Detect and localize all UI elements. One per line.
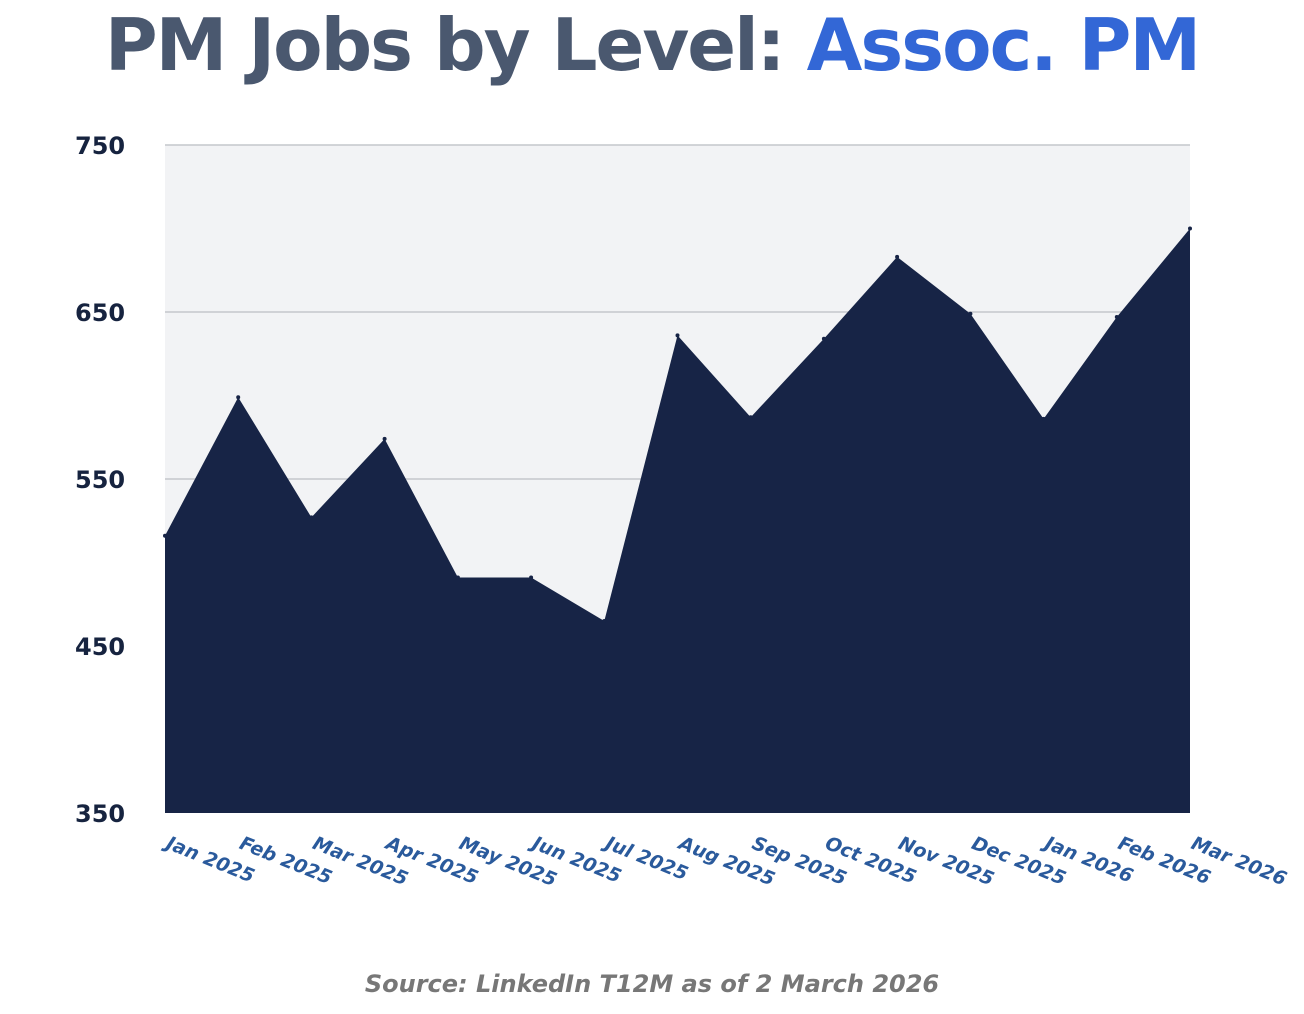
y-tick-label: 350: [75, 800, 125, 828]
area-series: [165, 228, 1190, 813]
chart-title: PM Jobs by Level: Assoc. PM: [0, 0, 1304, 100]
y-tick-label: 450: [75, 633, 125, 661]
data-point-7: [602, 619, 607, 623]
y-tick-label: 550: [75, 466, 125, 494]
data-point-15: [1188, 226, 1192, 231]
data-point-10: [821, 336, 826, 341]
y-tick-label: 650: [75, 299, 125, 327]
title-prefix: PM Jobs by Level:: [104, 3, 786, 87]
y-tick-label: 750: [75, 132, 125, 160]
data-point-8: [675, 333, 680, 338]
title-highlight: Assoc. PM: [806, 3, 1201, 87]
data-point-12: [968, 311, 973, 316]
data-point-11: [895, 254, 900, 259]
source-note: Source: LinkedIn T12M as of 2 March 2026: [364, 970, 940, 998]
data-point-9: [748, 415, 753, 420]
data-point-14: [1114, 315, 1119, 319]
data-point-4: [382, 436, 387, 441]
data-point-13: [1041, 416, 1046, 421]
data-point-1: [163, 533, 167, 538]
data-point-5: [455, 575, 460, 580]
data-point-3: [309, 515, 314, 520]
data-point-6: [529, 575, 534, 580]
data-point-2: [236, 395, 241, 400]
